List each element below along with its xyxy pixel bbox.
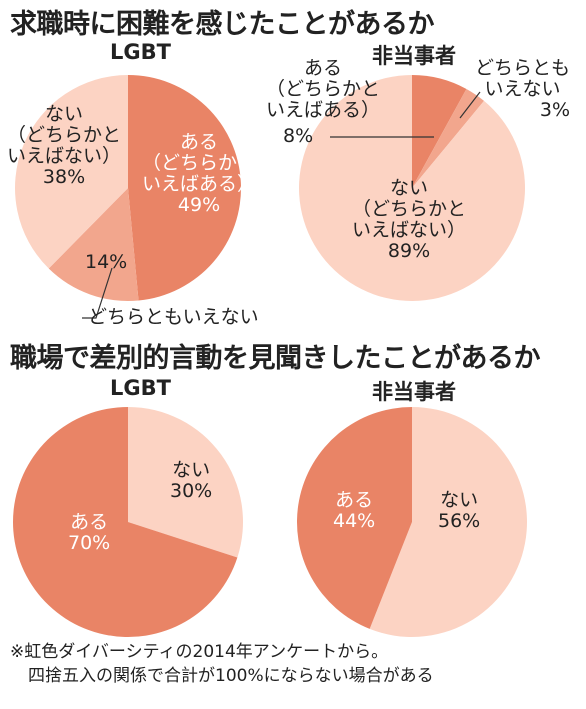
slice-label-nai-4: ない 56% xyxy=(438,489,481,532)
section-title-workplace: 職場で差別的言動を見聞きしたことがあるか xyxy=(10,343,541,374)
pie-0-slice-2 xyxy=(15,75,129,269)
slice-label-aru-2: ある （どちらかと いえばある） xyxy=(266,57,381,121)
chart-title-non-party-2: 非当事者 xyxy=(372,380,456,404)
slice-label-neutral-1: どちらともいえない xyxy=(88,306,259,328)
section-title-job-hunting: 求職時に困難を感じたことがあるか xyxy=(10,9,435,40)
pie-2-slice-1 xyxy=(13,407,238,637)
slice-label-nai-1: ない （どちらかと いえばない） 38% xyxy=(7,103,122,188)
slice-pct-aru-2: 8% xyxy=(283,125,314,147)
pie-2-slice-0 xyxy=(128,407,244,558)
pie-3-slice-0 xyxy=(369,407,527,637)
slice-label-aru-4: ある 44% xyxy=(333,489,376,532)
pie-1-slice-1 xyxy=(412,88,485,188)
slice-label-aru-1: ある （どちらかと いえばある） 49% xyxy=(142,131,257,216)
slice-pct-neutral-1: 14% xyxy=(85,251,128,273)
chart-title-non-party-1: 非当事者 xyxy=(372,44,456,68)
footnote: ※虹色ダイバーシティの2014年アンケートから。 四捨五入の関係で合計が100%… xyxy=(10,642,434,686)
pie-3-slice-1 xyxy=(296,407,412,629)
leader-line-neutral-2 xyxy=(459,91,481,119)
chart-title-lgbt-1: LGBT xyxy=(110,40,171,64)
slice-label-nai-2: ない （どちらかと いえばない） 89% xyxy=(352,177,467,262)
slice-label-aru-3: ある 70% xyxy=(68,511,111,554)
pie-1-slice-0 xyxy=(412,75,467,188)
slice-label-nai-3: ない 30% xyxy=(170,459,213,502)
chart-title-lgbt-2: LGBT xyxy=(110,376,171,400)
slice-label-neutral-2: どちらとも いえない 3% xyxy=(475,57,571,121)
pie-0-slice-1 xyxy=(48,188,139,301)
pie-1-slice-2 xyxy=(298,75,525,301)
leader-line-neutral-1 xyxy=(82,267,113,319)
pie-0-slice-0 xyxy=(128,75,241,301)
